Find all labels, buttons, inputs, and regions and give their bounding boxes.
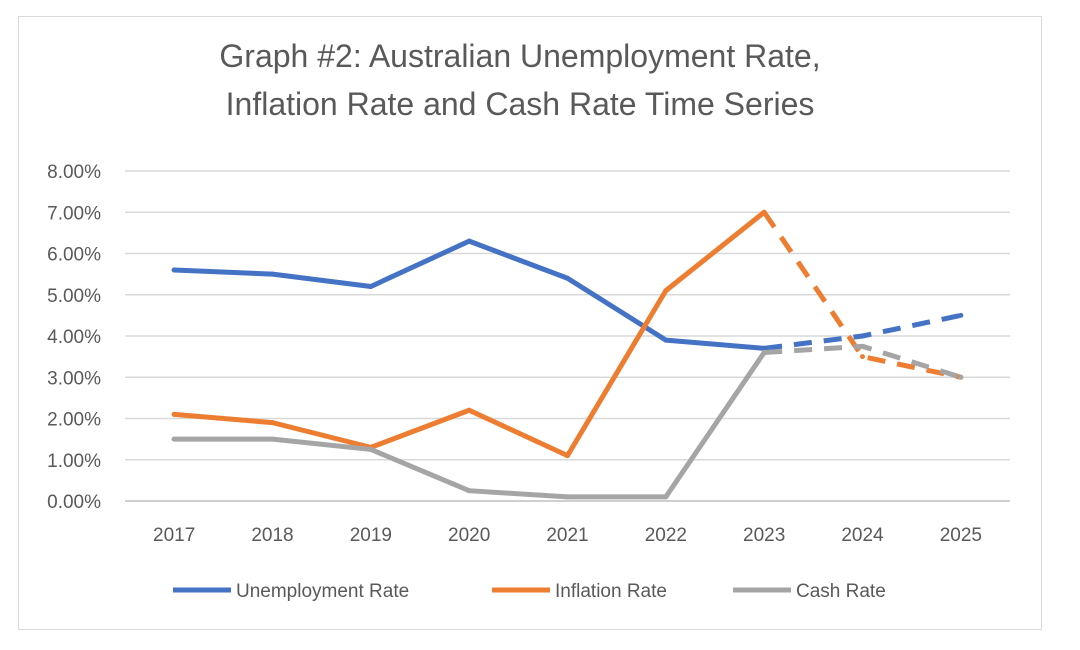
x-tick-label: 2024 bbox=[841, 525, 884, 546]
y-tick-label: 2.00% bbox=[47, 410, 101, 431]
x-tick-label: 2023 bbox=[743, 525, 785, 546]
cash-rate-point bbox=[368, 446, 374, 452]
cash-rate-point bbox=[565, 494, 570, 500]
unemployment-rate-point bbox=[466, 238, 472, 244]
y-tick-label: 1.00% bbox=[47, 451, 101, 472]
y-tick-label: 7.00% bbox=[47, 203, 101, 224]
y-tick-label: 4.00% bbox=[47, 327, 101, 348]
legend-item-inflation-rate: Inflation Rate bbox=[492, 581, 667, 602]
y-tick-label: 5.00% bbox=[47, 286, 101, 307]
x-axis-tick-labels: 2017 2018 2019 2020 2021 2022 2023 2024 2025 bbox=[153, 525, 982, 546]
x-tick-label: 2017 bbox=[153, 525, 195, 546]
y-tick-label: 3.00% bbox=[47, 368, 101, 389]
series-lines bbox=[171, 209, 964, 500]
inflation-rate-point bbox=[171, 411, 177, 417]
x-tick-label: 2018 bbox=[251, 525, 293, 546]
cash-rate-point bbox=[171, 436, 177, 442]
legend-label: Inflation Rate bbox=[555, 581, 667, 602]
unemployment-rate-line-forecast bbox=[763, 312, 962, 351]
y-tick-label: 8.00% bbox=[47, 162, 101, 183]
x-tick-label: 2021 bbox=[546, 525, 588, 546]
inflation-rate-line-forecast bbox=[762, 210, 962, 380]
inflation-rate-point bbox=[565, 453, 570, 459]
cash-rate-point bbox=[860, 343, 865, 349]
x-tick-label: 2025 bbox=[940, 525, 982, 546]
unemployment-rate-point bbox=[860, 333, 865, 339]
unemployment-rate-point bbox=[761, 345, 767, 351]
x-tick-label: 2020 bbox=[448, 525, 490, 546]
cash-rate-point bbox=[958, 374, 964, 380]
cash-rate-point bbox=[761, 350, 767, 355]
inflation-rate-point bbox=[466, 407, 472, 413]
unemployment-rate-point bbox=[958, 312, 964, 318]
unemployment-rate-point bbox=[270, 271, 275, 277]
inflation-rate-point bbox=[761, 209, 767, 215]
legend-item-cash-rate: Cash Rate bbox=[733, 581, 886, 602]
unemployment-rate-point bbox=[368, 284, 374, 289]
x-tick-label: 2022 bbox=[645, 525, 687, 546]
unemployment-rate-point bbox=[663, 337, 669, 343]
legend: Unemployment Rate Inflation Rate Cash Rate bbox=[173, 581, 886, 602]
cash-rate-point bbox=[270, 436, 275, 442]
inflation-rate-point bbox=[860, 354, 865, 360]
y-axis-tick-labels: 0.00% 1.00% 2.00% 3.00% 4.00% 5.00% 6.00% 7.00%… bbox=[47, 162, 101, 513]
legend-label: Unemployment Rate bbox=[236, 581, 409, 602]
x-tick-label: 2019 bbox=[350, 525, 392, 546]
legend-label: Cash Rate bbox=[796, 581, 886, 602]
cash-rate-point bbox=[466, 488, 472, 494]
unemployment-rate-point bbox=[565, 275, 570, 281]
y-tick-label: 0.00% bbox=[47, 492, 101, 513]
y-tick-label: 6.00% bbox=[47, 245, 101, 266]
legend-item-unemployment-rate: Unemployment Rate bbox=[173, 581, 409, 602]
chart-title-line-1: Graph #2: Australian Unemployment Rate, bbox=[219, 38, 821, 74]
inflation-rate-point bbox=[663, 288, 669, 294]
chart-title: Graph #2: Australian Unemployment Rate, … bbox=[0, 32, 1040, 128]
unemployment-rate-point bbox=[171, 267, 177, 273]
chart-frame bbox=[18, 16, 1042, 630]
chart-title-line-2: Inflation Rate and Cash Rate Time Series bbox=[225, 86, 815, 122]
cash-rate-point bbox=[663, 494, 669, 500]
gridlines bbox=[125, 170, 1010, 502]
cash-rate-line-actual bbox=[171, 350, 767, 500]
inflation-rate-point bbox=[270, 420, 275, 426]
